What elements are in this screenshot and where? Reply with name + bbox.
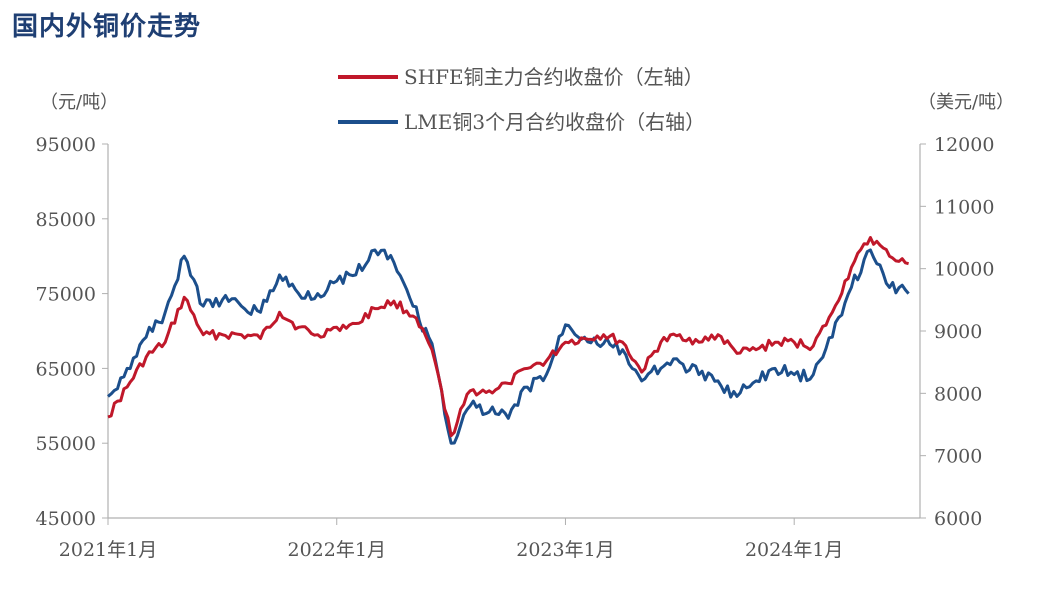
left-tick-label: 75000	[36, 284, 96, 306]
left-tick-label: 45000	[36, 508, 96, 530]
x-tick-label: 2024年1月	[745, 539, 843, 561]
right-tick-label: 11000	[934, 196, 994, 218]
left-tick-label: 55000	[36, 433, 96, 455]
x-tick-label: 2022年1月	[288, 539, 386, 561]
right-axis-unit: （美元/吨）	[918, 92, 1014, 113]
right-tick-label: 6000	[934, 508, 982, 530]
right-tick-label: 9000	[934, 321, 982, 343]
tick-labels: 45000 55000 65000 75000 85000 95000 6000 7000 80…	[36, 134, 995, 561]
series-lines	[107, 236, 910, 445]
left-tick-label: 85000	[36, 209, 96, 231]
legend: SHFE铜主力合约收盘价（左轴） LME铜3个月合约收盘价（右轴）	[338, 65, 705, 134]
axes	[102, 143, 926, 525]
right-tick-label: 10000	[934, 259, 994, 281]
legend-label-lme: LME铜3个月合约收盘价（右轴）	[404, 110, 705, 134]
right-tick-label: 7000	[934, 446, 982, 468]
x-tick-label: 2023年1月	[516, 539, 614, 561]
chart-title: 国内外铜价走势	[12, 12, 202, 42]
series-line-shfe	[107, 236, 910, 438]
series-line-lme	[107, 248, 910, 445]
right-tick-label: 12000	[934, 134, 994, 156]
left-axis-unit: （元/吨）	[40, 92, 118, 113]
legend-label-shfe: SHFE铜主力合约收盘价（左轴）	[404, 65, 704, 89]
left-tick-label: 65000	[36, 358, 96, 380]
right-tick-label: 8000	[934, 383, 982, 405]
left-tick-label: 95000	[36, 134, 96, 156]
x-tick-label: 2021年1月	[59, 539, 157, 561]
